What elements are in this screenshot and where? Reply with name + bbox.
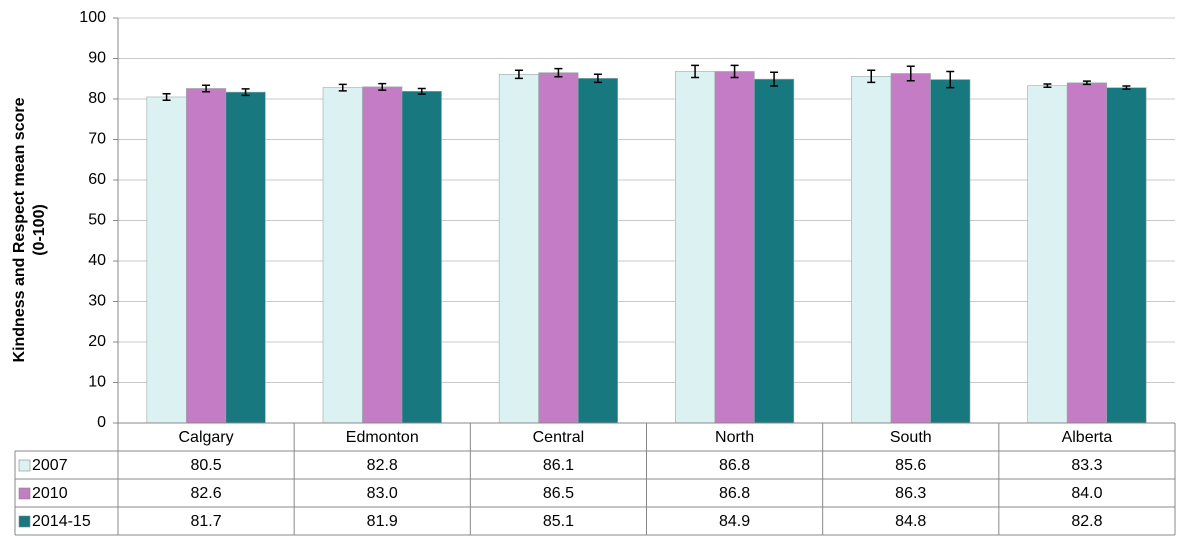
error-bar <box>730 64 739 79</box>
error-bar <box>946 70 955 89</box>
table-value: 82.8 <box>1071 513 1102 530</box>
y-tick-label: 20 <box>88 333 106 350</box>
y-tick-label: 70 <box>88 131 106 148</box>
x-tick-label: Edmonton <box>346 429 419 446</box>
error-bar <box>417 87 426 95</box>
table-value: 85.1 <box>543 513 574 530</box>
bar <box>675 71 716 424</box>
error-bar <box>378 82 387 91</box>
error-bar <box>1122 85 1131 91</box>
table-value: 83.0 <box>367 485 398 502</box>
table-value: 82.6 <box>191 485 222 502</box>
y-tick-label: 100 <box>79 9 106 26</box>
error-bar <box>514 69 523 80</box>
x-tick-label: Central <box>533 429 585 446</box>
bar <box>890 73 931 424</box>
bar <box>1106 87 1147 424</box>
x-tick-label: Calgary <box>179 429 234 446</box>
y-tick-label: 0 <box>97 414 106 431</box>
legend-swatch <box>18 487 31 500</box>
y-tick-label: 50 <box>88 212 106 229</box>
error-bar <box>691 64 700 79</box>
bar <box>401 91 442 424</box>
table-value: 80.5 <box>191 457 222 474</box>
error-bar <box>1082 80 1091 86</box>
bar <box>754 78 795 424</box>
table-value: 86.8 <box>719 457 750 474</box>
table-value: 84.8 <box>895 513 926 530</box>
bar <box>538 72 579 424</box>
error-bar <box>770 71 779 87</box>
bar <box>1066 82 1107 424</box>
bar <box>930 79 971 424</box>
error-bar <box>906 65 915 82</box>
error-bar <box>867 69 876 84</box>
bar <box>146 96 187 424</box>
legend-label: 2007 <box>32 457 68 474</box>
table-value: 83.3 <box>1071 457 1102 474</box>
y-tick-label: 80 <box>88 90 106 107</box>
table-value: 82.8 <box>367 457 398 474</box>
x-tick-label: North <box>715 429 754 446</box>
y-tick-label: 10 <box>88 374 106 391</box>
error-bar <box>162 92 171 101</box>
table-value: 85.6 <box>895 457 926 474</box>
error-bar <box>554 67 563 78</box>
table-value: 84.0 <box>1071 485 1102 502</box>
bar <box>577 78 618 424</box>
y-tick-label: 40 <box>88 252 106 269</box>
bar <box>498 73 539 424</box>
legend-label: 2010 <box>32 485 68 502</box>
table-value: 86.1 <box>543 457 574 474</box>
y-tick-label: 30 <box>88 293 106 310</box>
x-tick-label: South <box>890 429 932 446</box>
bar <box>186 88 227 424</box>
bar <box>714 71 755 424</box>
legend-swatch <box>18 515 31 528</box>
x-tick-label: Alberta <box>1062 429 1113 446</box>
error-bar <box>241 88 250 97</box>
table-value: 86.3 <box>895 485 926 502</box>
y-tick-label: 90 <box>88 50 106 67</box>
y-axis-label: Kindness and Respect mean score (0-100) <box>11 97 48 362</box>
y-axis-label-line: (0-100) <box>31 204 48 256</box>
error-bar <box>338 83 347 92</box>
legend-swatch <box>18 459 31 472</box>
table-value: 86.5 <box>543 485 574 502</box>
bar <box>362 86 403 424</box>
table-value: 84.9 <box>719 513 750 530</box>
table-value: 81.7 <box>191 513 222 530</box>
bar <box>322 87 363 424</box>
y-tick-label: 60 <box>88 171 106 188</box>
table-value: 81.9 <box>367 513 398 530</box>
y-axis-label-line: Kindness and Respect mean score <box>11 97 28 362</box>
error-bar <box>1043 83 1052 89</box>
error-bar <box>202 84 211 93</box>
legend-label: 2014-15 <box>32 513 91 530</box>
error-bar <box>593 73 602 84</box>
bar <box>1027 85 1068 424</box>
table-value: 86.8 <box>719 485 750 502</box>
bar <box>851 76 892 424</box>
bar <box>225 91 266 424</box>
